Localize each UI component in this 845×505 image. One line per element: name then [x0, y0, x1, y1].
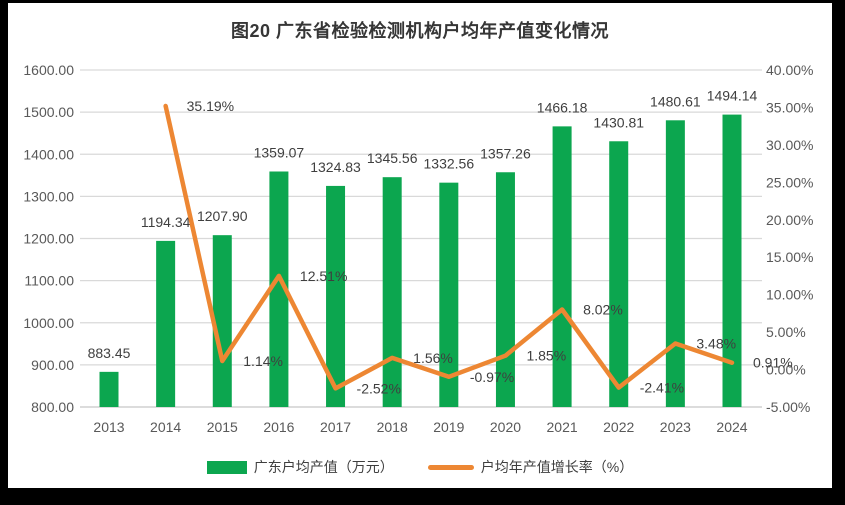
bar-value-label: 1207.90 [197, 208, 248, 224]
x-axis-label: 2013 [93, 419, 124, 435]
bar-value-label: 1480.61 [650, 93, 701, 109]
bar-2017 [326, 185, 346, 407]
bar-value-label: 1359.07 [254, 144, 305, 160]
right-axis-tick-label: 20.00% [766, 212, 813, 228]
chart-title: 图20 广东省检验检测机构户均年产值变化情况 [230, 21, 610, 41]
bar-2020 [495, 172, 515, 407]
bar-value-label: 1345.56 [367, 150, 418, 166]
x-axis-label: 2022 [603, 419, 634, 435]
right-axis-tick-label: 40.00% [766, 62, 813, 78]
left-axis-tick-label: 1100.00 [24, 273, 74, 289]
line-value-label: 0.91% [753, 355, 793, 371]
left-axis-tick-label: 1500.00 [23, 104, 74, 120]
x-axis-label: 2018 [377, 419, 408, 435]
line-value-label: 3.48% [696, 335, 736, 351]
bar-2019 [439, 182, 459, 407]
line-value-label: 35.19% [187, 98, 234, 114]
bar-2023 [665, 120, 685, 408]
right-axis-tick-label: 25.00% [766, 174, 813, 190]
line-value-label: 1.85% [526, 348, 566, 364]
x-axis-label: 2017 [320, 419, 351, 435]
left-axis-tick-label: 1200.00 [23, 231, 74, 247]
legend-line-label: 户均年产值增长率（%） [480, 459, 634, 475]
legend-item-bar-series: 广东户均产值（万元） [206, 457, 394, 477]
bar-value-label: 1194.34 [141, 214, 191, 230]
x-axis-label: 2019 [433, 419, 464, 435]
line-value-label: 12.51% [300, 268, 347, 284]
legend-item-line-series: 户均年产值增长率（%） [427, 457, 634, 477]
bar-2015 [212, 235, 232, 407]
bar-2014 [156, 240, 176, 407]
left-axis-tick-label: 1400.00 [23, 146, 74, 162]
right-axis-tick-label: 35.00% [766, 99, 813, 115]
bar-2018 [382, 177, 402, 407]
chart-background [8, 3, 832, 488]
bar-value-label: 883.45 [88, 345, 131, 361]
x-axis-label: 2023 [660, 419, 691, 435]
bar-series-swatch-icon [206, 460, 247, 474]
bar-value-label: 1357.26 [480, 145, 531, 161]
left-axis-tick-label: 900.00 [31, 357, 74, 373]
bar-2021 [552, 126, 572, 407]
growth-line [163, 103, 735, 391]
bar-2016 [269, 171, 289, 407]
x-axis-label: 2014 [150, 419, 181, 435]
line-value-label: 8.02% [583, 301, 623, 317]
line-value-label: -2.52% [357, 380, 401, 396]
line-series-swatch-icon [427, 464, 474, 470]
left-axis-tick-label: 1000.00 [23, 315, 74, 331]
bar-value-label: 1324.83 [310, 159, 361, 175]
left-axis-tick-label: 1300.00 [23, 188, 74, 204]
left-axis-tick-label: 1600.00 [23, 62, 74, 78]
bar-value-label: 1430.81 [593, 114, 644, 130]
line-value-label: 1.56% [413, 350, 453, 366]
right-axis-tick-label: 30.00% [766, 137, 813, 153]
right-axis-tick-label: 15.00% [766, 249, 813, 265]
bar-value-label: 1332.56 [424, 156, 475, 172]
right-axis-tick-label: 0.00% [766, 362, 806, 378]
x-axis-label: 2021 [547, 419, 578, 435]
bar-2024 [722, 114, 742, 408]
right-axis-tick-label: 5.00% [766, 324, 806, 340]
right-axis-tick-label: 10.00% [766, 287, 813, 303]
right-axis-tick-label: -5.00% [766, 399, 810, 415]
legend-bar-label: 广东户均产值（万元） [253, 459, 394, 475]
x-axis-label: 2015 [207, 419, 238, 435]
x-axis-label: 2024 [716, 419, 747, 435]
line-value-label: 1.14% [243, 353, 283, 369]
line-value-label: -0.97% [470, 369, 514, 385]
chart-legend: 广东户均产值（万元） 户均年产值增长率（%） [8, 456, 832, 478]
bar-2013 [99, 371, 119, 407]
x-axis-label: 2020 [490, 419, 521, 435]
line-value-label: -2.41% [640, 380, 684, 396]
left-axis-tick-label: 800.00 [31, 399, 74, 415]
x-axis-label: 2016 [263, 419, 294, 435]
bar-value-label: 1466.18 [537, 99, 588, 115]
bar-value-label: 1494.14 [707, 88, 758, 104]
bar-2022 [609, 141, 629, 407]
